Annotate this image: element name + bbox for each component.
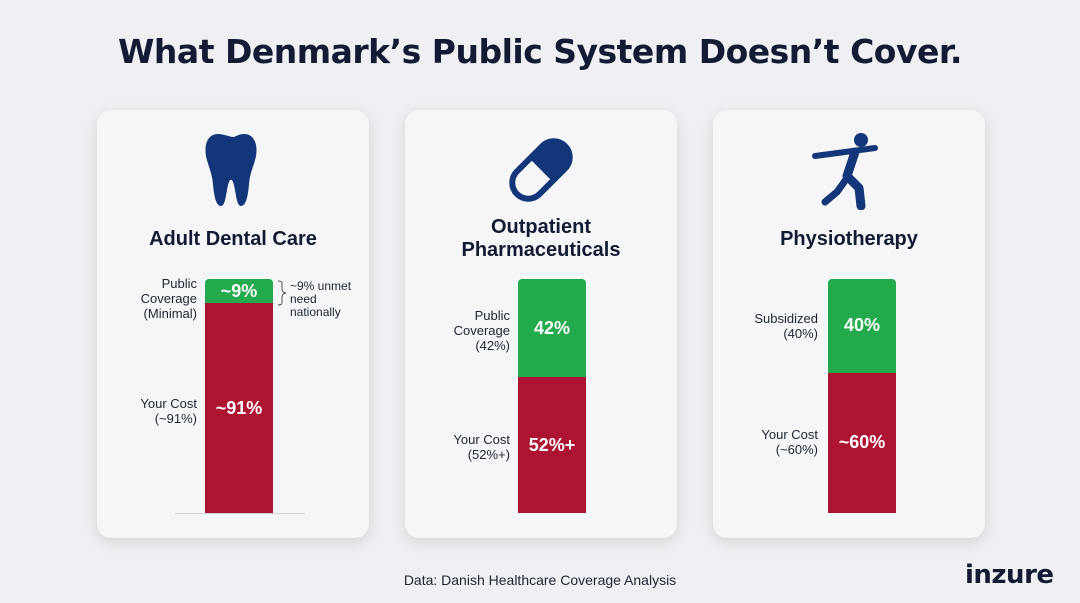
card-title: Physiotherapy bbox=[780, 228, 918, 250]
tooth-icon bbox=[97, 130, 369, 210]
card-title: Outpatient Pharmaceuticals bbox=[461, 216, 621, 261]
card-physiotherapy: Physiotherapy Subsidized (40%) Your Cost(… bbox=[713, 110, 985, 538]
cost-side-label: Your Cost (52%+) bbox=[453, 432, 510, 462]
card-dental: Adult Dental Care Public Coverage (Minimal… bbox=[97, 110, 369, 538]
cost-side-label: Your Cost (~60%) bbox=[761, 427, 818, 457]
brace-icon bbox=[277, 280, 287, 306]
stacked-bar: 40% ~60% bbox=[828, 279, 896, 513]
covered-side-label: Public Coverage (42%) bbox=[453, 308, 510, 353]
covered-side-label: Public Coverage (Minimal) bbox=[140, 276, 197, 321]
page-title: What Denmark’s Public System Doesn’t Cov… bbox=[118, 32, 962, 71]
stacked-bar: ~9% ~91% bbox=[205, 279, 273, 513]
stacked-bar: 42% 52%+ bbox=[518, 279, 586, 513]
covered-side-label: Subsidized (40%) bbox=[754, 311, 818, 341]
annotation-note: ~9% unmet need nationally bbox=[290, 279, 352, 319]
source-note: Data: Danish Healthcare Coverage Analysi… bbox=[403, 572, 677, 588]
logo: inzure bbox=[965, 560, 1054, 590]
pill-capsule-icon bbox=[405, 130, 677, 210]
cost-segment: ~91% bbox=[205, 303, 273, 513]
card-pharmaceuticals: Outpatient Pharmaceuticals Public Coverage… bbox=[405, 110, 677, 538]
covered-segment: ~9% bbox=[205, 279, 273, 303]
exercise-figure-icon bbox=[713, 130, 985, 210]
cost-segment: 52%+ bbox=[518, 377, 586, 513]
card-title: Adult Dental Care bbox=[149, 228, 317, 250]
covered-segment: 42% bbox=[518, 279, 586, 378]
baseline bbox=[175, 513, 305, 514]
cost-segment: ~60% bbox=[828, 372, 896, 513]
covered-segment: 40% bbox=[828, 279, 896, 373]
cost-side-label: Your Cost (~91%) bbox=[140, 396, 197, 426]
